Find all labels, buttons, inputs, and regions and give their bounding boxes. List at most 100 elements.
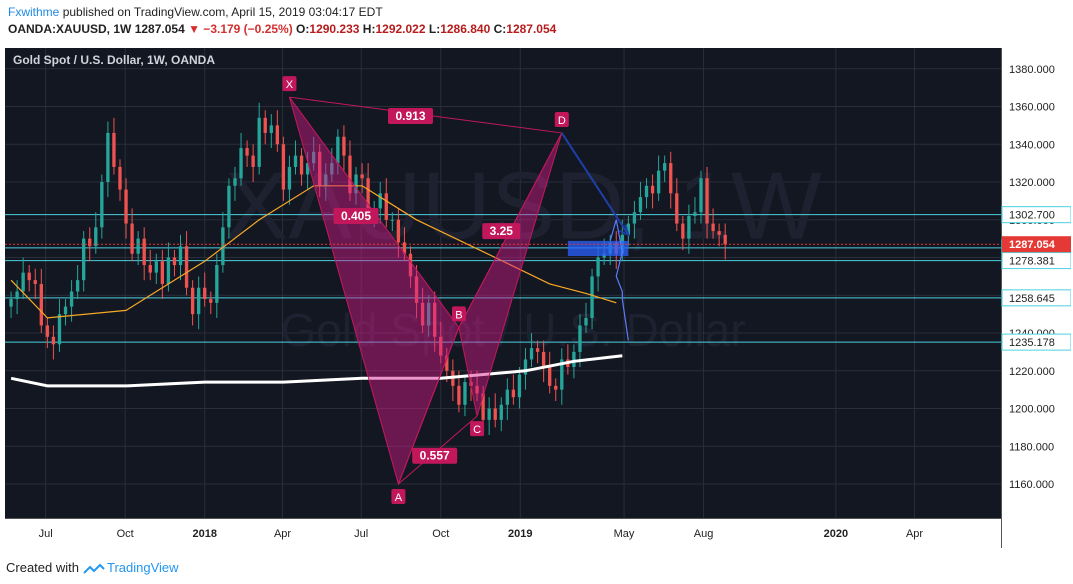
candle-body bbox=[330, 163, 334, 175]
candle-body bbox=[221, 227, 225, 266]
pattern-point-bg bbox=[282, 76, 297, 92]
candle-body bbox=[94, 227, 98, 247]
candle-body bbox=[711, 223, 715, 232]
y-tick-label: 1380.000 bbox=[1009, 64, 1055, 76]
pattern-point-bg bbox=[391, 489, 406, 505]
author-link[interactable]: Fxwithme bbox=[8, 5, 60, 19]
candle-body bbox=[433, 302, 437, 337]
candle-body bbox=[705, 178, 709, 224]
level-label: 1302.700 bbox=[1009, 210, 1055, 222]
candle-body bbox=[669, 163, 673, 194]
level-label-bg bbox=[1001, 333, 1071, 351]
candle-body bbox=[51, 336, 56, 345]
sma-white-line bbox=[10, 354, 623, 388]
candle-body bbox=[336, 136, 340, 164]
pattern-point-bg bbox=[451, 306, 466, 322]
candle-body bbox=[693, 212, 697, 216]
low-value: 1286.840 bbox=[440, 22, 491, 36]
candle-body bbox=[560, 359, 564, 390]
y-tick-label: 1340.000 bbox=[1009, 139, 1055, 151]
candle-body bbox=[82, 238, 86, 281]
candle-body bbox=[663, 163, 667, 171]
candle-body bbox=[166, 257, 171, 284]
publish-info: Fxwithme published on TradingView.com, A… bbox=[8, 5, 383, 19]
x-tick-label: Oct bbox=[432, 528, 449, 540]
candle-body bbox=[106, 132, 110, 183]
level-label: 1235.178 bbox=[1009, 337, 1055, 349]
pattern-point-d: D bbox=[558, 115, 566, 127]
candle-body bbox=[263, 117, 267, 133]
candle-body bbox=[584, 317, 588, 326]
candle-body bbox=[269, 125, 273, 133]
candle-body bbox=[245, 148, 249, 156]
candle-body bbox=[203, 287, 207, 300]
candle-body bbox=[717, 231, 721, 235]
candle-body bbox=[390, 219, 394, 221]
ratio-label-bg bbox=[387, 107, 433, 124]
last-price-label-bg bbox=[1002, 236, 1071, 253]
candle-body bbox=[675, 193, 679, 224]
candle-body bbox=[184, 246, 189, 288]
publish-text: published on TradingView.com, April 15, … bbox=[62, 5, 383, 19]
candle-body bbox=[554, 385, 558, 390]
candle-body bbox=[493, 408, 497, 420]
candle-body bbox=[305, 163, 310, 175]
trend-arrowhead bbox=[618, 224, 630, 237]
candle-body bbox=[154, 261, 158, 273]
chart-header: Fxwithme published on TradingView.com, A… bbox=[0, 0, 1073, 44]
level-label-bg bbox=[1001, 252, 1071, 270]
candle-body bbox=[257, 117, 261, 167]
level-label: 1278.381 bbox=[1009, 256, 1055, 268]
level-label-bg bbox=[1001, 289, 1071, 307]
y-tick-label: 1200.000 bbox=[1009, 404, 1055, 416]
candle-body bbox=[318, 151, 322, 186]
candle-body bbox=[287, 166, 292, 190]
candle-body bbox=[723, 234, 727, 245]
candle-body bbox=[626, 223, 631, 235]
candle-body bbox=[63, 306, 68, 315]
candle-body bbox=[378, 193, 382, 209]
candle-body bbox=[535, 348, 540, 352]
candle-body bbox=[366, 178, 370, 216]
x-tick-label: Apr bbox=[274, 528, 291, 540]
tradingview-brand[interactable]: TradingView bbox=[106, 560, 179, 575]
candle-body bbox=[209, 299, 213, 303]
candle-body bbox=[590, 276, 594, 318]
candle-body bbox=[197, 287, 201, 315]
candle-body bbox=[439, 336, 443, 356]
y-tick-label: 1180.000 bbox=[1009, 441, 1054, 453]
last-price: 1287.054 bbox=[134, 22, 185, 36]
ratio-label-bg bbox=[333, 207, 379, 224]
candle-body bbox=[572, 351, 576, 367]
pattern-point-b: B bbox=[455, 309, 462, 321]
candle-body bbox=[644, 185, 649, 198]
close-label: C: bbox=[493, 22, 507, 36]
x-tick-label: May bbox=[614, 528, 635, 540]
candle-body bbox=[299, 155, 304, 175]
level-label: 1258.645 bbox=[1009, 293, 1055, 305]
target-zone bbox=[567, 240, 629, 257]
candle-body bbox=[505, 389, 509, 405]
x-tick-label: 2020 bbox=[824, 528, 848, 540]
candle-body bbox=[124, 189, 128, 224]
candle-body bbox=[360, 174, 364, 179]
high-value: 1292.022 bbox=[375, 22, 426, 36]
candle-body bbox=[100, 182, 104, 228]
candle-body bbox=[69, 291, 74, 307]
symbol-label: OANDA:XAUUSD, 1W bbox=[8, 22, 132, 36]
x-tick-label: Aug bbox=[694, 528, 714, 540]
candle-body bbox=[475, 385, 479, 394]
candle-body bbox=[324, 174, 328, 186]
candle-body bbox=[33, 280, 37, 284]
candle-body bbox=[511, 389, 516, 398]
x-tick-label: Jul bbox=[354, 528, 368, 540]
chart-area[interactable]: XAUUSD, 1W Gold Spot / U.S. Dollar Gold Sp… bbox=[5, 48, 1071, 548]
low-label: L: bbox=[428, 22, 441, 36]
x-tick-label: Apr bbox=[906, 528, 923, 540]
time-axis-background bbox=[5, 518, 1001, 548]
candle-body bbox=[275, 125, 280, 145]
candle-body bbox=[463, 382, 467, 405]
candle-body bbox=[656, 170, 661, 194]
candle-body bbox=[499, 404, 503, 420]
